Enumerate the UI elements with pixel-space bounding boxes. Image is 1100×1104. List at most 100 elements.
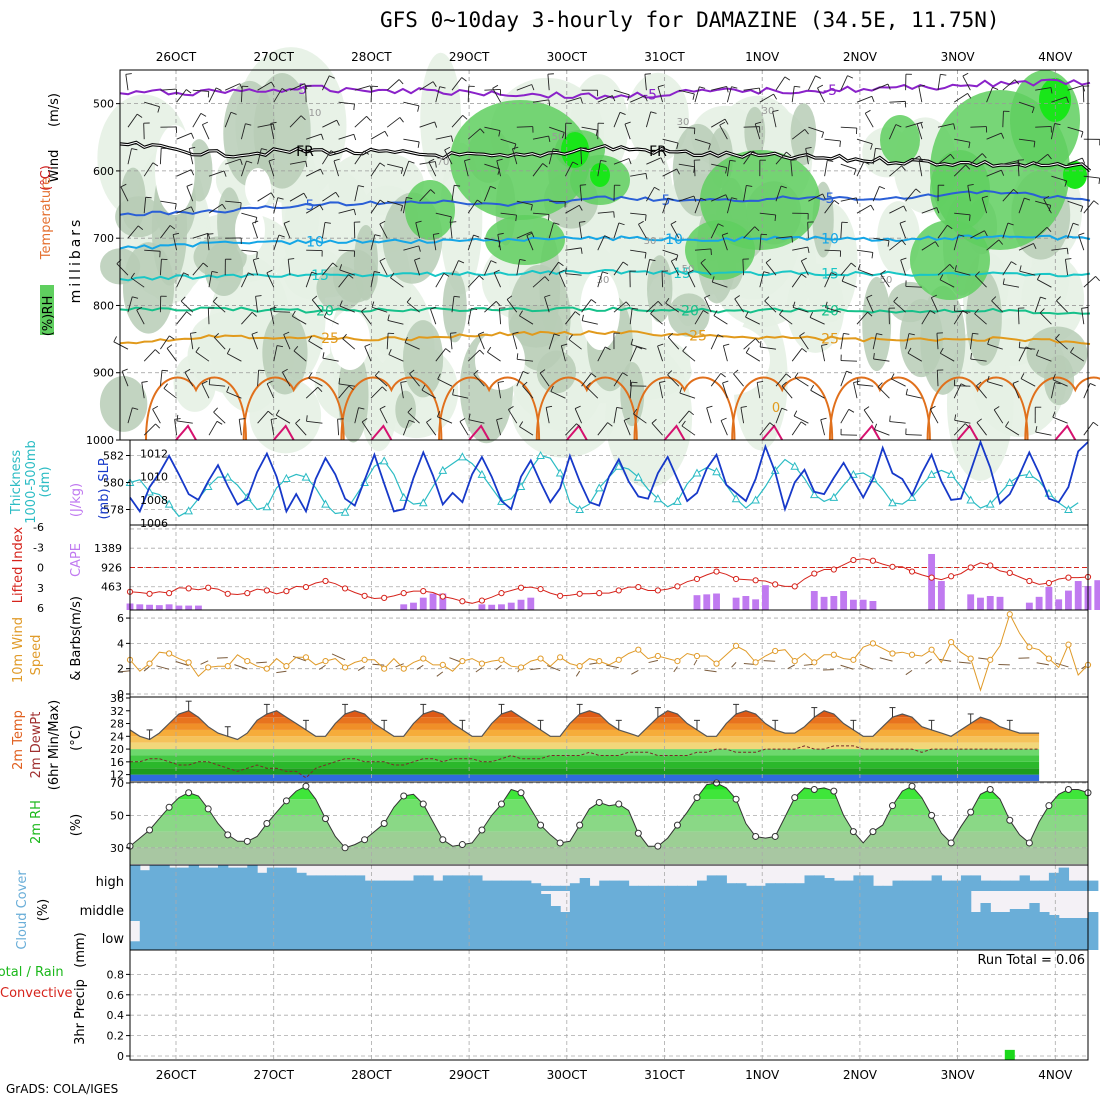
wind10m-line-point: [909, 652, 914, 657]
lifted-index-line-point: [342, 586, 347, 591]
rh2m-line-point: [714, 780, 720, 786]
cloud-high-bar: [707, 875, 717, 891]
lifted-index-line-point: [714, 569, 719, 574]
cloud-high-bar: [423, 875, 433, 891]
cape-bar: [840, 591, 847, 610]
cloud-middle-bar: [805, 891, 815, 921]
cloud-low-bar: [335, 921, 345, 950]
cloud-low-bar: [355, 921, 365, 950]
cape-bar: [498, 604, 505, 610]
wind10m-line-point: [362, 657, 367, 662]
wind-barb: [954, 386, 970, 387]
ytick-label: 6: [117, 612, 124, 625]
cloud-middle-bar: [169, 891, 179, 921]
cloud-middle-bar: [736, 891, 746, 921]
cloud-middle-bar: [492, 891, 502, 921]
cloud-middle-bar: [785, 891, 795, 921]
rh-area-mid: [100, 376, 147, 432]
cloud-low-bar: [296, 921, 306, 950]
ytick-label: 24: [110, 730, 124, 743]
rh2m-line-point: [929, 812, 935, 818]
rh2m-line-point: [303, 783, 309, 789]
cloud-middle-bar: [277, 891, 287, 921]
cloud-middle-bar: [990, 912, 1000, 921]
wind10m-line-point: [714, 661, 719, 666]
cape-bar: [987, 596, 994, 610]
cloud-high-bar: [492, 881, 502, 891]
wind10m-line-point: [851, 657, 856, 662]
rh-area-green: [880, 115, 920, 165]
cloud-middle-bar: [433, 891, 443, 921]
cloud-low-bar: [1010, 921, 1020, 950]
cloud-high-bar: [267, 868, 277, 891]
rh-area-mid: [862, 277, 891, 371]
wind-barb-feather: [257, 252, 258, 258]
cloud-middle-bar: [756, 891, 766, 921]
rh2m-line-point: [596, 799, 602, 805]
cloud-high-bar: [374, 881, 384, 891]
cloud-low-bar: [179, 921, 189, 950]
rh2m-line-point: [362, 837, 368, 843]
temperature-contour-label: 20: [681, 304, 699, 320]
cloud-low-bar: [1078, 921, 1088, 950]
cloud-high-bar: [863, 875, 873, 891]
wind10m-line-point: [1066, 642, 1071, 647]
top-date-label: 28OCT: [351, 50, 392, 64]
cloud-low-bar: [404, 921, 414, 950]
rh2m-line-point: [1007, 817, 1013, 823]
cloud-high-bar: [404, 881, 414, 891]
cloud-low-bar: [492, 921, 502, 950]
cloud-low-bar: [1020, 921, 1030, 950]
wind10m-barb: [674, 667, 678, 672]
cape-bar: [1065, 591, 1072, 610]
rh-area-bright: [590, 163, 610, 187]
thickness-line-point: [557, 470, 564, 477]
cloud-low-bar: [658, 921, 668, 950]
rh-area-mid: [223, 81, 276, 187]
cloud-high-bar: [638, 886, 648, 891]
wind10m-line-point: [264, 666, 269, 671]
wind-barb-feather: [1090, 383, 1096, 385]
rh2m-line-point: [1026, 840, 1032, 846]
cloud-high-bar: [1049, 873, 1059, 891]
cape-bar: [478, 604, 485, 610]
cloud-middle-bar: [257, 891, 267, 921]
cloud-low-bar: [1068, 921, 1078, 950]
ytick-label: 2: [117, 663, 124, 676]
label-wind10m-speed: Speed: [29, 635, 44, 676]
rh2m-line-point: [889, 803, 895, 809]
cloud-middle-bar: [296, 891, 306, 921]
cloud-high-bar: [599, 881, 609, 891]
cloud-low-bar: [257, 921, 267, 950]
cloud-low-bar: [980, 921, 990, 950]
cloud-middle-bar: [668, 891, 678, 921]
rh2m-line-point: [1065, 786, 1071, 792]
rh-area-mid: [395, 391, 416, 429]
lifted-index-line-point: [518, 585, 523, 590]
cloud-high-bar: [413, 875, 423, 891]
temperature-contour-label: FR: [296, 144, 314, 160]
cloud-middle-bar: [550, 906, 560, 921]
rh2m-line-point: [440, 837, 446, 843]
label-wind10m: 10m Wind: [11, 617, 26, 683]
lifted-index-line-point: [558, 593, 563, 598]
cloud-high-bar: [580, 878, 590, 891]
lifted-index-line-point: [382, 595, 387, 600]
cloud-low-bar: [834, 921, 844, 950]
cloud-high-bar: [1029, 881, 1039, 891]
lifted-index-line-point: [479, 598, 484, 603]
rh2m-line-point: [283, 798, 289, 804]
cloud-low-bar: [941, 921, 951, 950]
cloud-low-bar: [384, 921, 394, 950]
ytick-label: 0: [117, 1050, 124, 1063]
wind-barb: [354, 222, 355, 238]
cloud-low-bar: [912, 921, 922, 950]
cloud-high-bar: [932, 875, 942, 891]
wind-barb-feather: [857, 379, 858, 385]
wind10m-barb: [201, 661, 209, 664]
cloud-high-bar: [198, 868, 208, 891]
lifted-index-line-point: [186, 586, 191, 591]
label-rh2m-units: (%): [69, 814, 84, 837]
cloud-high-bar: [785, 883, 795, 891]
cape-bar: [977, 598, 984, 610]
